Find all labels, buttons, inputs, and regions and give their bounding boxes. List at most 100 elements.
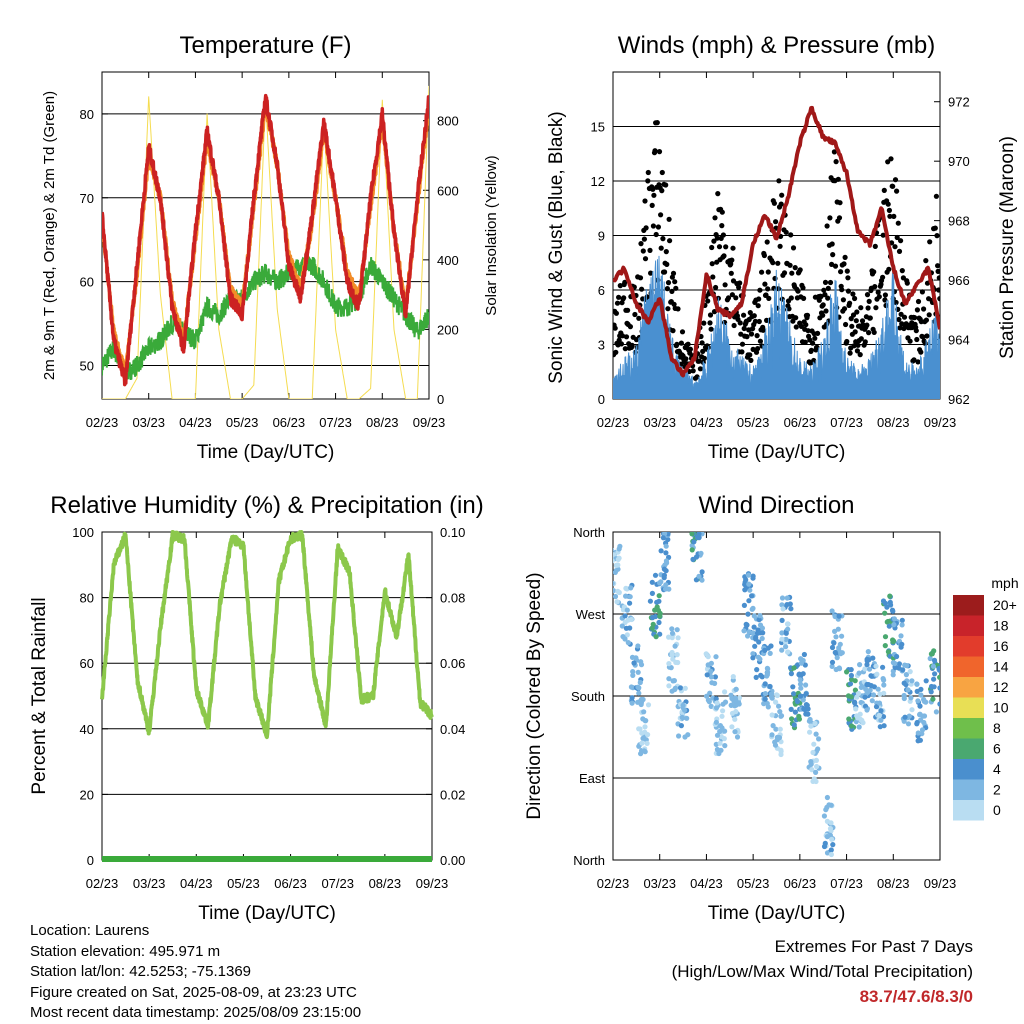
direction-point xyxy=(623,585,629,592)
gust-point xyxy=(640,248,646,254)
gust-point xyxy=(654,120,660,126)
gust-point xyxy=(850,312,857,318)
direction-point xyxy=(656,593,662,599)
direction-point xyxy=(907,669,913,675)
direction-point xyxy=(881,682,887,688)
direction-point xyxy=(882,600,889,607)
direction-point xyxy=(670,678,676,684)
direction-point xyxy=(746,629,752,635)
direction-point xyxy=(800,671,806,677)
direction-ylabel-left: Direction (Colored By Speed) xyxy=(524,572,545,819)
gust-point xyxy=(669,288,675,294)
gust-point xyxy=(915,298,922,305)
direction-point xyxy=(757,622,764,628)
direction-point xyxy=(656,598,662,604)
direction-point xyxy=(839,633,845,639)
direction-point xyxy=(827,826,834,832)
direction-point xyxy=(797,681,804,687)
direction-point xyxy=(808,723,814,729)
gust-point xyxy=(831,149,838,155)
direction-point xyxy=(803,691,809,697)
direction-point xyxy=(835,626,841,632)
direction-point xyxy=(783,630,789,636)
gust-point xyxy=(779,192,785,198)
direction-point xyxy=(717,740,723,746)
direction-point xyxy=(855,690,862,697)
humidity-ytick-label: 40 xyxy=(80,722,94,737)
direction-point xyxy=(636,690,642,696)
direction-point xyxy=(731,698,737,704)
legend-swatch xyxy=(953,779,984,800)
direction-point xyxy=(901,680,907,686)
direction-point xyxy=(930,663,937,669)
gust-point xyxy=(761,252,768,259)
gust-point xyxy=(650,186,656,192)
direction-point xyxy=(788,606,794,612)
gust-point xyxy=(924,333,930,339)
direction-point xyxy=(901,718,907,724)
direction-point xyxy=(613,562,619,569)
humidity-ytick-label: 100 xyxy=(72,525,94,540)
gust-point xyxy=(639,286,645,292)
winds-ytick-label: 0 xyxy=(598,392,605,407)
direction-point xyxy=(759,635,765,642)
direction-point xyxy=(798,693,804,699)
direction-point xyxy=(762,691,769,697)
gust-point xyxy=(853,318,859,324)
gust-point xyxy=(890,183,896,189)
direction-point xyxy=(829,608,835,614)
gust-point xyxy=(739,349,745,355)
direction-point xyxy=(821,813,828,819)
humidity-y2tick-label: 0.08 xyxy=(440,591,465,606)
winds-xtick-label: 07/23 xyxy=(830,415,863,430)
gust-point xyxy=(875,289,881,295)
gust-point xyxy=(627,324,634,330)
direction-point xyxy=(669,652,675,658)
direction-point xyxy=(658,548,664,554)
direction-point xyxy=(869,698,875,704)
gust-point xyxy=(754,333,760,339)
gust-point xyxy=(621,295,627,301)
direction-point xyxy=(714,700,720,706)
gust-point xyxy=(913,328,919,334)
direction-point xyxy=(613,593,619,600)
direction-point xyxy=(613,547,614,552)
direction-point xyxy=(625,617,631,623)
extremes-values: 83.7/47.6/8.3/0 xyxy=(859,987,973,1006)
humidity-ytick-label: 0 xyxy=(87,853,94,868)
winds-title: Winds (mph) & Pressure (mb) xyxy=(618,32,935,59)
direction-point xyxy=(896,661,903,667)
temperature-xtick-label: 09/23 xyxy=(413,415,446,430)
direction-point xyxy=(801,651,808,658)
humidity-xtick-label: 06/23 xyxy=(274,876,307,891)
direction-point xyxy=(754,667,760,673)
direction-point xyxy=(931,676,937,682)
humidity-xtick-label: 05/23 xyxy=(227,876,260,891)
gust-point xyxy=(827,215,833,221)
direction-ytick-label: North xyxy=(573,853,605,868)
gust-point xyxy=(800,285,806,291)
direction-point xyxy=(791,691,797,697)
direction-point xyxy=(624,607,630,613)
direction-point xyxy=(858,684,864,691)
direction-point xyxy=(890,672,896,678)
gust-point xyxy=(871,269,877,275)
gust-point xyxy=(801,295,807,301)
direction-point xyxy=(678,723,685,729)
gust-point xyxy=(797,267,803,273)
direction-point xyxy=(805,711,811,717)
direction-point xyxy=(629,700,635,706)
direction-point xyxy=(762,681,768,687)
gust-point xyxy=(933,193,940,199)
gust-point xyxy=(919,289,926,295)
direction-point xyxy=(890,639,896,645)
direction-point xyxy=(928,683,935,690)
direction-xtick-label: 04/23 xyxy=(690,876,723,891)
gust-point xyxy=(637,275,644,281)
direction-point xyxy=(627,600,633,606)
direction-point xyxy=(769,732,775,738)
gust-point xyxy=(865,305,871,311)
temperature-ylabel-left: 2m & 9m T (Red, Orange) & 2m Td (Green) xyxy=(41,91,58,380)
direction-point xyxy=(613,552,617,558)
direction-title: Wind Direction xyxy=(698,492,854,519)
